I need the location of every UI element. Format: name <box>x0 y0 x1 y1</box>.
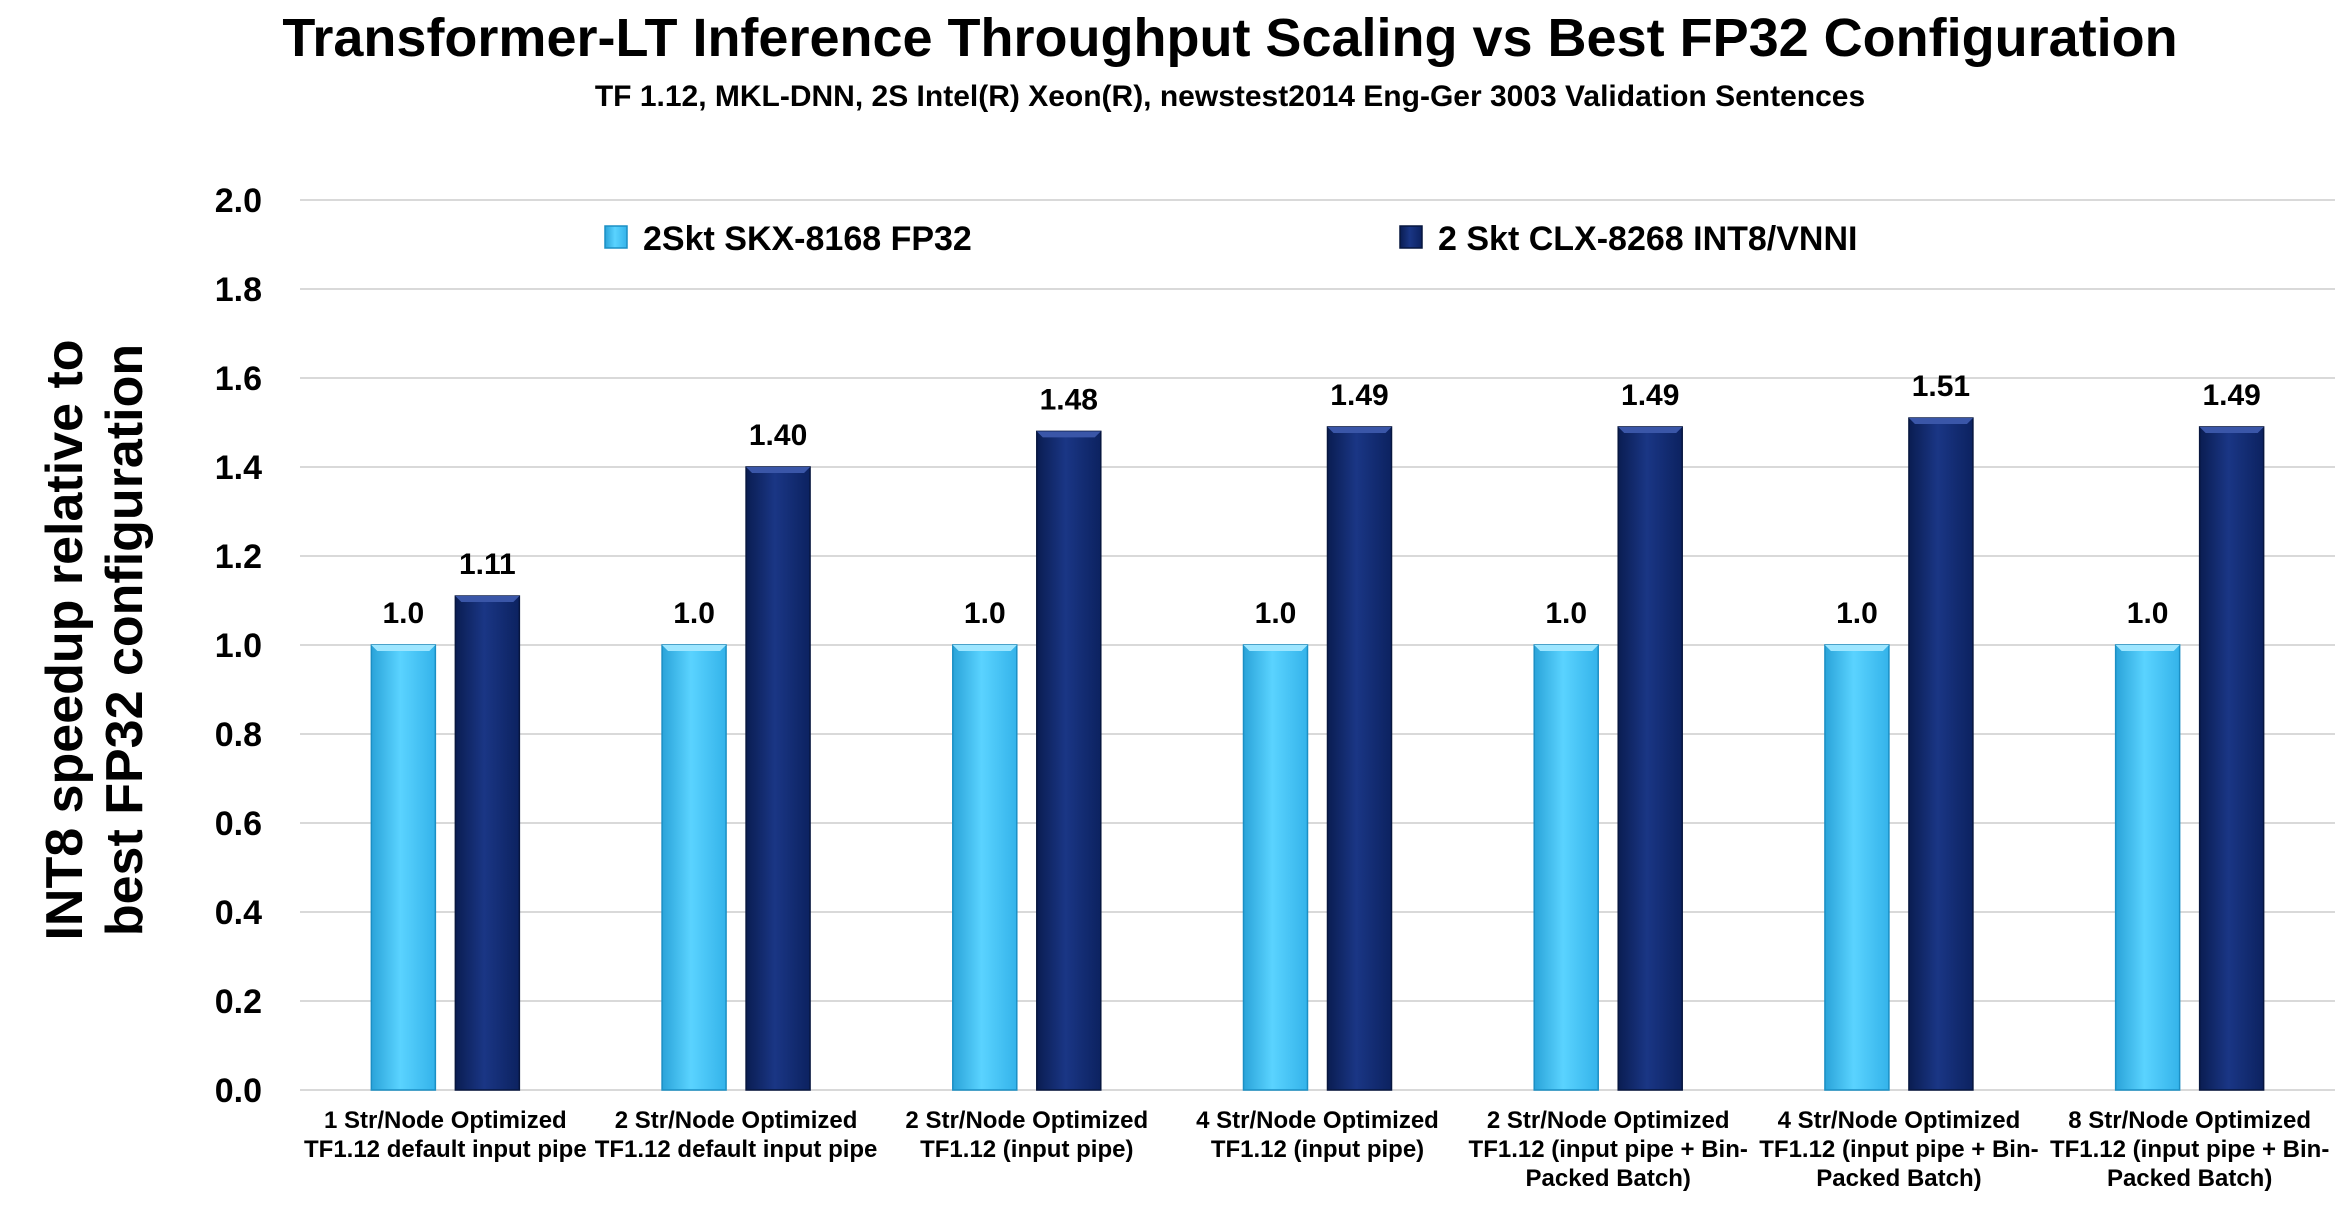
y-tick-label: 0.8 <box>215 716 262 754</box>
chart-subtitle: TF 1.12, MKL-DNN, 2S Intel(R) Xeon(R), n… <box>595 80 1865 113</box>
y-axis-ticks: 0.0 0.2 0.4 0.6 0.8 1.0 1.2 1.4 1.6 1.8 2.0 <box>215 182 262 1110</box>
x-tick-label-line: 4 Str/Node Optimized <box>1778 1107 2021 1134</box>
bar-bevel <box>371 645 436 651</box>
y-tick-label: 1.0 <box>215 627 262 665</box>
data-label: 1.0 <box>673 597 715 630</box>
y-tick-label: 2.0 <box>215 182 262 220</box>
x-tick-label-line: 2 Str/Node Optimized <box>615 1107 858 1134</box>
x-tick-label: 2 Str/Node Optimized TF1.12 default input… <box>595 1107 878 1163</box>
bar-series-2 <box>1036 430 1102 1091</box>
data-label: 1.0 <box>1836 597 1878 630</box>
y-tick-label: 1.8 <box>215 271 262 309</box>
y-axis-label-line-1: INT8 speedup relative to <box>36 339 94 940</box>
bar-bevel <box>2115 645 2180 651</box>
y-tick-label: 0.4 <box>215 894 262 932</box>
legend-label: 2 Skt CLX-8268 INT8/VNNI <box>1438 220 1857 258</box>
bars <box>370 417 2265 1091</box>
bar-series-2 <box>2198 426 2265 1091</box>
bar-bevel <box>746 467 811 473</box>
bar-series-2 <box>1908 417 1974 1091</box>
data-label: 1.49 <box>1621 379 1679 412</box>
x-tick-label: 4 Str/Node Optimized TF1.12 (input pipe) <box>1196 1107 1439 1163</box>
y-tick-label: 0.2 <box>215 983 262 1021</box>
x-tick-label-line: 4 Str/Node Optimized <box>1196 1107 1439 1134</box>
x-tick-label-line: TF1.12 default input pipe <box>595 1136 878 1163</box>
bar-bevel <box>1534 645 1599 651</box>
x-tick-label-line: Packed Batch) <box>1526 1165 1691 1192</box>
bar-bevel <box>1824 645 1889 651</box>
y-tick-label: 0.0 <box>215 1072 262 1110</box>
bar-series-2 <box>1326 426 1393 1091</box>
bar-bevel <box>662 645 727 651</box>
data-label: 1.0 <box>2127 597 2169 630</box>
data-label: 1.11 <box>459 548 516 581</box>
bar-series-2 <box>454 595 521 1091</box>
data-label: 1.49 <box>1330 379 1388 412</box>
y-tick-label: 1.4 <box>215 449 262 487</box>
bar-series-1 <box>2114 644 2181 1091</box>
x-tick-label-line: 2 Str/Node Optimized <box>905 1107 1148 1134</box>
data-label: 1.51 <box>1912 370 1970 403</box>
x-axis-ticks: 1 Str/Node Optimized TF1.12 default input… <box>304 1107 2329 1192</box>
data-labels: 1.0 1.11 1.0 1.40 1.0 1.48 1.0 1.49 1.0 1.49 1.0 1.… <box>382 370 2260 630</box>
bar-series-1 <box>661 644 727 1091</box>
x-tick-label-line: TF1.12 default input pipe <box>304 1136 587 1163</box>
bar-bevel <box>1327 426 1392 433</box>
bar-bevel <box>455 596 520 603</box>
x-tick-label-line: 2 Str/Node Optimized <box>1487 1107 1730 1134</box>
legend: 2Skt SKX-8168 FP32 2 Skt CLX-8268 INT8/VN… <box>604 220 1857 258</box>
bar-series-2 <box>745 466 811 1091</box>
gridlines <box>300 199 2335 1091</box>
x-tick-label-line: TF1.12 (input pipe) <box>920 1136 1133 1163</box>
data-label: 1.0 <box>1545 597 1587 630</box>
bar-bevel <box>1243 645 1308 651</box>
x-tick-label-line: 8 Str/Node Optimized <box>2068 1107 2311 1134</box>
x-tick-label-line: TF1.12 (input pipe) <box>1211 1136 1424 1163</box>
bar-series-1 <box>1824 644 1890 1091</box>
legend-swatch <box>1399 225 1423 249</box>
y-axis-label: INT8 speedup relative to best FP32 confi… <box>36 339 154 940</box>
data-label: 1.0 <box>964 597 1006 630</box>
bar-bevel <box>1036 431 1101 438</box>
bar-series-1 <box>952 644 1018 1091</box>
bar-bevel <box>1908 418 1973 425</box>
bar-bevel <box>2199 426 2264 433</box>
bar-bevel <box>952 645 1017 651</box>
legend-label: 2Skt SKX-8168 FP32 <box>643 220 972 258</box>
legend-swatch <box>604 225 628 249</box>
bar-bevel <box>1618 426 1683 433</box>
bar-series-2 <box>1617 426 1683 1091</box>
chart-title: Transformer-LT Inference Throughput Scal… <box>282 8 2177 68</box>
y-tick-label: 0.6 <box>215 805 262 843</box>
data-label: 1.49 <box>2202 379 2260 412</box>
x-tick-label-line: Packed Batch) <box>1816 1165 1981 1192</box>
data-label: 1.0 <box>382 597 424 630</box>
data-label: 1.48 <box>1040 383 1098 416</box>
x-tick-label-line: TF1.12 (input pipe + Bin- <box>2050 1136 2329 1163</box>
bar-series-1 <box>370 644 437 1091</box>
data-label: 1.40 <box>749 419 807 452</box>
x-tick-label: 1 Str/Node Optimized TF1.12 default input… <box>304 1107 587 1163</box>
bar-series-1 <box>1533 644 1599 1091</box>
x-tick-label-line: 1 Str/Node Optimized <box>324 1107 567 1134</box>
x-tick-label: 2 Str/Node Optimized TF1.12 (input pipe +… <box>1469 1107 1748 1192</box>
x-tick-label-line: TF1.12 (input pipe + Bin- <box>1469 1136 1748 1163</box>
y-tick-label: 1.6 <box>215 360 262 398</box>
x-tick-label: 2 Str/Node Optimized TF1.12 (input pipe) <box>905 1107 1148 1163</box>
x-tick-label-line: TF1.12 (input pipe + Bin- <box>1759 1136 2038 1163</box>
y-tick-label: 1.2 <box>215 538 262 576</box>
x-tick-label: 8 Str/Node Optimized TF1.12 (input pipe +… <box>2050 1107 2329 1192</box>
x-tick-label-line: Packed Batch) <box>2107 1165 2272 1192</box>
bar-series-1 <box>1242 644 1309 1091</box>
x-tick-label: 4 Str/Node Optimized TF1.12 (input pipe +… <box>1759 1107 2038 1192</box>
y-axis-label-line-2: best FP32 configuration <box>96 344 154 936</box>
data-label: 1.0 <box>1255 597 1297 630</box>
